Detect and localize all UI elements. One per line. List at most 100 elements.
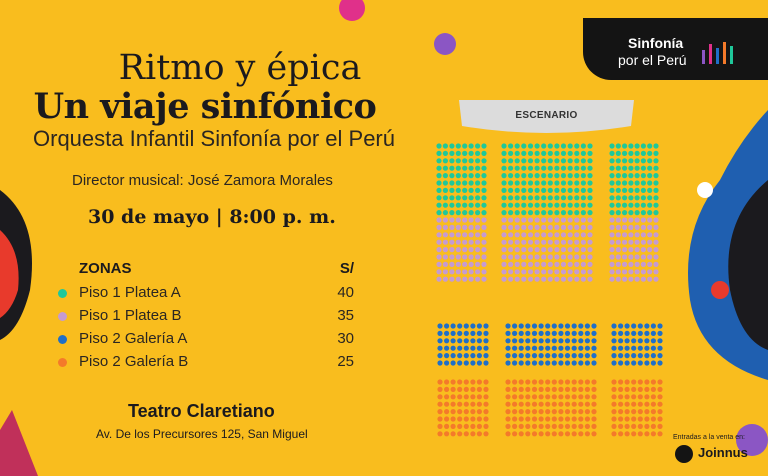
- seat-dot[interactable]: [538, 431, 544, 437]
- seat-dot[interactable]: [545, 360, 551, 366]
- seat-dot[interactable]: [436, 187, 442, 193]
- seat-dot[interactable]: [450, 401, 456, 407]
- seat-dot[interactable]: [455, 247, 461, 253]
- seat-dot[interactable]: [587, 232, 593, 238]
- seat-dot[interactable]: [508, 276, 514, 282]
- seat-dot[interactable]: [637, 379, 643, 385]
- seat-dot[interactable]: [534, 210, 540, 216]
- seat-dot[interactable]: [481, 173, 487, 179]
- seat-dot[interactable]: [609, 202, 615, 208]
- seat-dot[interactable]: [505, 394, 511, 400]
- seat-dot[interactable]: [647, 173, 653, 179]
- seat-dot[interactable]: [442, 187, 448, 193]
- seat-dot[interactable]: [534, 202, 540, 208]
- seat-dot[interactable]: [455, 224, 461, 230]
- seat-dot[interactable]: [468, 276, 474, 282]
- seat-dot[interactable]: [587, 165, 593, 171]
- seat-dot[interactable]: [545, 345, 551, 351]
- seat-dot[interactable]: [547, 217, 553, 223]
- seat-dot[interactable]: [442, 239, 448, 245]
- seat-dot[interactable]: [481, 217, 487, 223]
- seat-dot[interactable]: [644, 353, 650, 359]
- seat-dot[interactable]: [508, 254, 514, 260]
- seat-dot[interactable]: [455, 165, 461, 171]
- seat-dot[interactable]: [511, 431, 518, 437]
- seat-dot[interactable]: [657, 423, 663, 429]
- seat-dot[interactable]: [463, 360, 469, 366]
- seat-dot[interactable]: [475, 143, 481, 149]
- seat-dot[interactable]: [609, 232, 615, 238]
- seat-dot[interactable]: [560, 202, 567, 208]
- seat-dot[interactable]: [574, 239, 580, 245]
- seat-dot[interactable]: [644, 338, 650, 344]
- seat-dot[interactable]: [640, 180, 647, 186]
- seat-dot[interactable]: [475, 239, 481, 245]
- seat-dot[interactable]: [455, 269, 461, 275]
- seat-dot[interactable]: [463, 323, 469, 329]
- seat-dot[interactable]: [551, 409, 557, 415]
- seat-dot[interactable]: [587, 261, 593, 267]
- seat-dot[interactable]: [449, 173, 455, 179]
- seat-dot[interactable]: [560, 187, 567, 193]
- seat-dot[interactable]: [455, 239, 461, 245]
- seat-dot[interactable]: [531, 323, 538, 329]
- seat-dot[interactable]: [505, 353, 511, 359]
- seat-dot[interactable]: [622, 254, 628, 260]
- seat-dot[interactable]: [501, 232, 507, 238]
- seat-dot[interactable]: [442, 158, 448, 164]
- seat-dot[interactable]: [450, 323, 456, 329]
- seat-dot[interactable]: [571, 360, 577, 366]
- seat-dot[interactable]: [618, 353, 624, 359]
- seat-dot[interactable]: [455, 232, 461, 238]
- seat-dot[interactable]: [436, 158, 442, 164]
- seat-dot[interactable]: [468, 158, 474, 164]
- seat-dot[interactable]: [580, 261, 587, 267]
- seat-dot[interactable]: [624, 379, 630, 385]
- seat-dot[interactable]: [483, 338, 489, 344]
- seat-dot[interactable]: [571, 416, 577, 422]
- seat-dot[interactable]: [518, 353, 524, 359]
- seat-dot[interactable]: [514, 158, 520, 164]
- seat-dot[interactable]: [541, 254, 547, 260]
- seat-dot[interactable]: [505, 431, 511, 437]
- seat-dot[interactable]: [436, 202, 442, 208]
- seat-dot[interactable]: [640, 269, 647, 275]
- seat-dot[interactable]: [545, 416, 551, 422]
- seat-dot[interactable]: [564, 386, 571, 392]
- seat-dot[interactable]: [505, 330, 511, 336]
- seat-dot[interactable]: [615, 195, 621, 201]
- seat-dot[interactable]: [644, 423, 650, 429]
- seat-dot[interactable]: [558, 360, 564, 366]
- seat-dot[interactable]: [468, 180, 474, 186]
- seat-dot[interactable]: [631, 330, 637, 336]
- seat-dot[interactable]: [505, 386, 511, 392]
- seat-dot[interactable]: [547, 195, 553, 201]
- seat-dot[interactable]: [508, 224, 514, 230]
- seat-dot[interactable]: [584, 394, 591, 400]
- seat-dot[interactable]: [483, 431, 489, 437]
- seat-dot[interactable]: [587, 247, 593, 253]
- seat-dot[interactable]: [437, 330, 443, 336]
- seat-dot[interactable]: [475, 210, 481, 216]
- seat-dot[interactable]: [501, 261, 507, 267]
- seat-dot[interactable]: [545, 338, 551, 344]
- seat-dot[interactable]: [564, 401, 571, 407]
- seat-dot[interactable]: [475, 150, 481, 156]
- seat-dot[interactable]: [481, 143, 487, 149]
- seat-dot[interactable]: [558, 431, 564, 437]
- seat-dot[interactable]: [527, 165, 534, 171]
- seat-dot[interactable]: [508, 195, 514, 201]
- seat-dot[interactable]: [531, 394, 538, 400]
- seat-dot[interactable]: [571, 323, 577, 329]
- seat-dot[interactable]: [518, 416, 524, 422]
- seat-dot[interactable]: [455, 210, 461, 216]
- seat-dot[interactable]: [640, 239, 647, 245]
- seat-dot[interactable]: [525, 401, 531, 407]
- seat-dot[interactable]: [624, 338, 630, 344]
- seat-dot[interactable]: [541, 173, 547, 179]
- seat-dot[interactable]: [481, 195, 487, 201]
- seat-dot[interactable]: [470, 330, 476, 336]
- seat-dot[interactable]: [463, 345, 469, 351]
- seat-dot[interactable]: [470, 379, 476, 385]
- seat-dot[interactable]: [567, 150, 573, 156]
